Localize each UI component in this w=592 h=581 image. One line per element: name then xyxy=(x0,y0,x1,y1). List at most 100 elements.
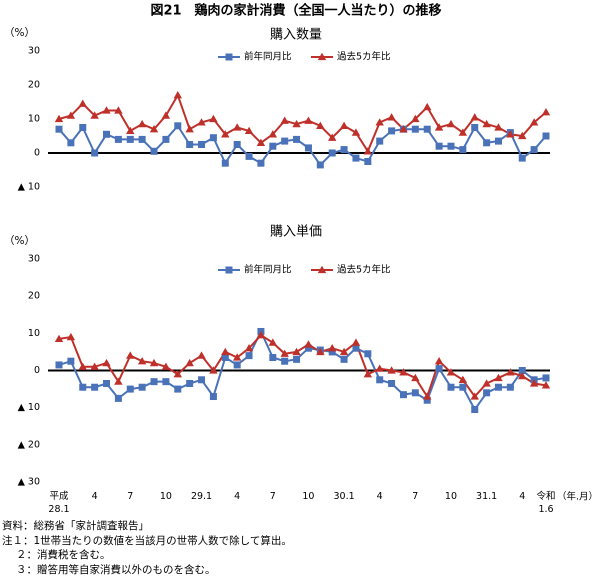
marker xyxy=(91,149,99,157)
x-tick-label: 10 xyxy=(444,491,458,502)
marker xyxy=(471,124,479,131)
marker xyxy=(506,130,515,138)
marker xyxy=(494,373,503,382)
x-tick-label: 7 xyxy=(269,491,276,502)
marker xyxy=(364,158,372,165)
marker xyxy=(411,125,419,133)
x-tick-label: 4 xyxy=(234,491,241,502)
note: ２：消費税を含む。 xyxy=(16,549,111,561)
marker xyxy=(494,123,503,131)
marker xyxy=(233,361,241,369)
marker xyxy=(351,338,361,346)
marker xyxy=(281,357,289,365)
marker xyxy=(55,361,63,369)
chart-subtitle: 購入数量 xyxy=(270,28,322,43)
marker xyxy=(530,146,538,154)
chart-subtitle: 購入単価 xyxy=(270,224,322,240)
marker xyxy=(162,135,170,143)
marker xyxy=(221,347,230,356)
marker xyxy=(173,370,182,378)
legend-label: 過去5カ年比 xyxy=(337,264,391,276)
marker xyxy=(79,124,87,131)
marker xyxy=(482,119,491,128)
marker xyxy=(150,378,158,386)
marker xyxy=(327,344,337,352)
marker xyxy=(435,365,443,373)
marker xyxy=(529,379,539,387)
x-tick-label: 10 xyxy=(159,491,172,502)
marker xyxy=(174,385,182,393)
marker xyxy=(352,154,360,162)
y-tick-label: 30 xyxy=(28,254,40,265)
marker xyxy=(221,353,229,361)
legend-item: 前年同月比 xyxy=(218,264,292,276)
marker xyxy=(186,141,194,148)
note: 資料：総務省「家計調査報告」 xyxy=(2,520,149,532)
x-tick-label: 31.1 xyxy=(476,491,498,502)
marker xyxy=(197,118,206,126)
y-tick-label: 20 xyxy=(28,291,40,302)
marker xyxy=(138,383,146,391)
marker xyxy=(293,135,301,143)
x-tick-label: 30.1 xyxy=(333,491,355,502)
legend-item: 前年同月比 xyxy=(218,51,292,63)
y-tick-label: 30 xyxy=(28,46,40,57)
marker xyxy=(79,383,87,391)
legend-marker xyxy=(317,52,327,61)
marker xyxy=(185,358,194,367)
marker xyxy=(316,121,325,129)
marker xyxy=(186,380,194,388)
marker xyxy=(352,344,360,352)
marker xyxy=(67,357,75,365)
marker xyxy=(423,396,431,404)
marker xyxy=(459,146,467,154)
marker xyxy=(458,375,468,383)
marker xyxy=(471,406,479,414)
y-tick-label: 10 xyxy=(28,328,40,339)
marker xyxy=(304,116,313,124)
marker xyxy=(161,111,171,119)
legend-marker xyxy=(225,266,233,274)
marker xyxy=(244,344,254,352)
marker xyxy=(423,102,432,111)
marker xyxy=(185,125,194,133)
marker xyxy=(256,138,266,146)
marker xyxy=(161,362,171,370)
marker xyxy=(66,111,76,119)
marker xyxy=(126,351,135,359)
marker xyxy=(434,123,444,131)
marker xyxy=(162,378,170,386)
x-tick-label: 4 xyxy=(519,491,526,502)
marker xyxy=(494,383,502,391)
marker xyxy=(304,144,312,152)
legend-label: 前年同月比 xyxy=(244,51,292,63)
marker xyxy=(399,391,407,399)
marker xyxy=(340,355,348,363)
y-axis-label: （%） xyxy=(4,27,35,39)
marker xyxy=(54,334,64,343)
marker xyxy=(483,139,491,147)
marker xyxy=(90,362,99,370)
marker xyxy=(446,368,456,376)
marker xyxy=(149,125,159,133)
marker xyxy=(363,370,373,378)
marker xyxy=(102,106,111,114)
marker xyxy=(114,394,122,402)
marker xyxy=(209,114,218,123)
marker xyxy=(268,130,278,138)
marker xyxy=(482,379,491,387)
marker xyxy=(304,340,313,348)
marker xyxy=(458,128,468,136)
marker xyxy=(351,128,361,136)
marker xyxy=(293,355,301,363)
y-tick-label: ▲ 30 xyxy=(18,477,40,488)
marker xyxy=(375,118,384,126)
x-tick-label: 10 xyxy=(302,491,315,502)
marker xyxy=(376,376,384,384)
notes: 資料：総務省「家計調査報告」 注１：1世帯当たりの数値を当該月の世帯人数で除して… xyxy=(2,519,292,577)
legend-marker xyxy=(317,265,327,274)
marker xyxy=(470,392,479,400)
marker xyxy=(506,383,514,391)
marker xyxy=(126,135,134,143)
